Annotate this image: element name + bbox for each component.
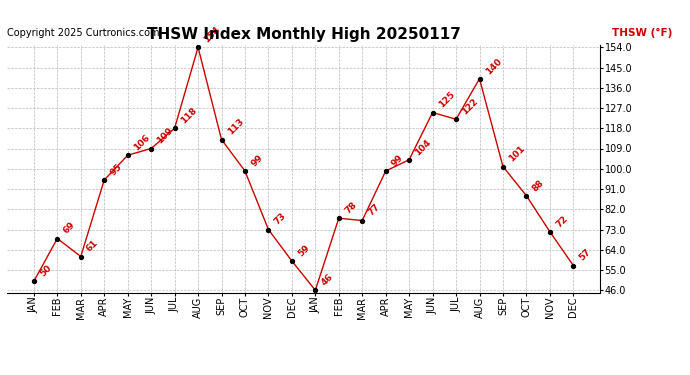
Point xyxy=(99,177,110,183)
Point xyxy=(263,226,274,232)
Text: 69: 69 xyxy=(61,220,77,236)
Text: 106: 106 xyxy=(132,133,151,153)
Text: 122: 122 xyxy=(460,97,480,117)
Point xyxy=(146,146,157,152)
Point xyxy=(404,157,415,163)
Point xyxy=(193,44,204,50)
Point xyxy=(333,215,344,221)
Point xyxy=(544,229,555,235)
Text: 78: 78 xyxy=(343,200,358,216)
Point xyxy=(169,125,180,131)
Text: 140: 140 xyxy=(484,56,503,76)
Point xyxy=(357,217,368,223)
Point xyxy=(427,110,438,116)
Point xyxy=(122,152,133,158)
Text: 118: 118 xyxy=(179,106,199,126)
Point xyxy=(310,287,321,293)
Point xyxy=(239,168,250,174)
Text: 154: 154 xyxy=(202,25,222,45)
Text: 109: 109 xyxy=(155,126,175,146)
Text: THSW (°F): THSW (°F) xyxy=(612,28,673,38)
Text: 72: 72 xyxy=(554,214,569,229)
Point xyxy=(451,116,462,122)
Point xyxy=(474,76,485,82)
Point xyxy=(216,136,227,142)
Text: 125: 125 xyxy=(437,90,456,110)
Point xyxy=(568,262,579,268)
Text: 73: 73 xyxy=(273,211,288,227)
Text: 77: 77 xyxy=(366,202,382,218)
Text: 95: 95 xyxy=(108,162,124,177)
Text: 88: 88 xyxy=(531,178,546,193)
Text: 99: 99 xyxy=(249,153,264,168)
Text: 99: 99 xyxy=(390,153,405,168)
Text: Copyright 2025 Curtronics.com: Copyright 2025 Curtronics.com xyxy=(7,28,159,38)
Point xyxy=(380,168,391,174)
Point xyxy=(521,193,532,199)
Text: 104: 104 xyxy=(413,137,433,157)
Text: 57: 57 xyxy=(578,248,593,263)
Text: 59: 59 xyxy=(296,243,311,258)
Text: 61: 61 xyxy=(85,238,100,254)
Text: 46: 46 xyxy=(319,272,335,288)
Point xyxy=(286,258,297,264)
Point xyxy=(28,278,39,284)
Title: THSW Index Monthly High 20250117: THSW Index Monthly High 20250117 xyxy=(147,27,460,42)
Point xyxy=(497,164,509,170)
Text: 50: 50 xyxy=(38,263,53,279)
Point xyxy=(52,236,63,242)
Text: 101: 101 xyxy=(507,144,526,164)
Text: 113: 113 xyxy=(226,117,246,137)
Point xyxy=(75,254,86,260)
